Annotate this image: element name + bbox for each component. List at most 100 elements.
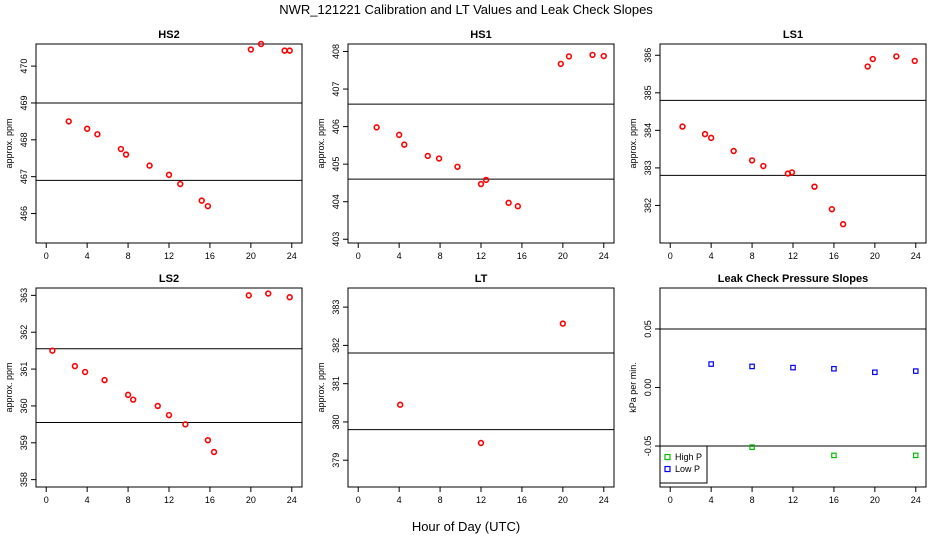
y-tick-label: 381 (331, 376, 341, 391)
data-point (749, 363, 755, 370)
data-point (49, 347, 56, 354)
data-point (124, 391, 132, 399)
data-point (424, 152, 431, 160)
x-tick-label: 12 (164, 251, 174, 261)
x-tick-label: 12 (476, 495, 486, 505)
data-point (182, 421, 189, 428)
x-tick-label: 24 (911, 495, 921, 505)
x-tick-label: 16 (205, 251, 215, 261)
data-point (129, 396, 137, 403)
data-point (707, 134, 715, 142)
data-point (286, 47, 293, 54)
y-tick-label: 468 (19, 132, 29, 147)
panel-hs1: HS1 0 4 8 12 16 20 24 403 404 405 406 407 408 approx. … (316, 29, 615, 261)
panel-title: LS1 (783, 29, 803, 41)
data-point (71, 362, 79, 370)
data-point (373, 124, 380, 131)
y-tick-label: 467 (19, 169, 29, 184)
y-tick-label: -0.05 (643, 436, 653, 457)
data-point (204, 436, 212, 444)
x-tick-label: 0 (44, 495, 49, 505)
x-tick-label: 12 (788, 495, 798, 505)
data-point (247, 46, 255, 53)
data-point (869, 55, 876, 63)
data-point (401, 141, 408, 148)
x-tick-label: 24 (599, 495, 609, 505)
data-point (165, 411, 173, 419)
x-tick-label: 8 (750, 251, 755, 261)
y-tick-label: 0.05 (643, 320, 653, 338)
x-tick-label: 20 (870, 251, 880, 261)
x-tick-label: 4 (85, 251, 90, 261)
x-tick-label: 24 (287, 251, 297, 261)
y-tick-label: 466 (19, 206, 29, 221)
data-point (245, 292, 253, 299)
x-tick-label: 0 (356, 495, 361, 505)
data-point (265, 290, 272, 297)
data-point (589, 51, 596, 59)
data-point (477, 180, 485, 188)
data-point (165, 171, 173, 179)
x-tick-label: 24 (911, 251, 921, 261)
data-point (864, 63, 871, 70)
x-tick-label: 8 (126, 495, 131, 505)
y-tick-label: 408 (331, 44, 341, 59)
x-tick-label: 8 (126, 251, 131, 261)
x-tick-label: 12 (476, 251, 486, 261)
data-point (395, 131, 403, 139)
data-point (396, 401, 404, 408)
data-point (788, 169, 796, 176)
x-tick-label: 4 (85, 495, 90, 505)
panel-leak-check-pressure-slopes: Leak Check Pressure Slopes 0 4 8 12 16 20 24 -0.… (628, 273, 927, 505)
panel-ls2: LS2 0 4 8 12 16 20 24 358 359 360 361 362 363 approx. … (4, 273, 303, 505)
data-point (912, 368, 919, 374)
y-tick-label: 469 (19, 95, 29, 110)
x-tick-label: 8 (750, 495, 755, 505)
x-tick-label: 4 (709, 495, 714, 505)
x-tick-label: 4 (397, 495, 402, 505)
data-point (281, 47, 288, 54)
x-tick-label: 8 (438, 495, 443, 505)
y-tick-label: 384 (643, 123, 653, 138)
y-tick-label: 363 (19, 288, 29, 303)
y-tick-label: 360 (19, 398, 29, 413)
data-point (177, 180, 184, 188)
legend-box (659, 445, 708, 484)
y-tick-label: 403 (331, 232, 341, 247)
data-point (514, 203, 522, 210)
x-tick-label: 20 (870, 495, 880, 505)
x-tick-label: 20 (246, 251, 256, 261)
data-point (477, 439, 485, 447)
x-tick-label: 12 (164, 495, 174, 505)
data-point (839, 221, 847, 228)
data-point (760, 162, 767, 170)
y-tick-label: 405 (331, 157, 341, 172)
y-tick-label: 386 (643, 48, 653, 63)
y-axis-label: approx. ppm (316, 362, 326, 412)
data-point (146, 162, 153, 169)
figure-title: NWR_121221 Calibration and LT Values and… (279, 2, 653, 17)
y-tick-label: 406 (331, 119, 341, 134)
data-point (872, 369, 878, 376)
y-tick-label: 383 (643, 160, 653, 175)
y-tick-label: 361 (19, 362, 29, 377)
x-tick-label: 16 (829, 495, 839, 505)
plot-frame (347, 287, 615, 488)
data-point (749, 444, 755, 451)
legend-marker (664, 465, 671, 473)
y-tick-label: 383 (331, 300, 341, 315)
panel-title: HS1 (470, 29, 491, 41)
data-point (893, 53, 900, 60)
x-tick-label: 12 (788, 251, 798, 261)
data-point (94, 131, 101, 138)
x-tick-label: 8 (438, 251, 443, 261)
x-tick-label: 0 (356, 251, 361, 261)
data-point (101, 376, 108, 384)
data-point (565, 53, 573, 60)
x-tick-label: 20 (246, 495, 256, 505)
data-point (286, 294, 293, 301)
data-point (435, 155, 443, 162)
x-tick-label: 0 (668, 251, 673, 261)
panel-title: HS2 (158, 29, 179, 41)
